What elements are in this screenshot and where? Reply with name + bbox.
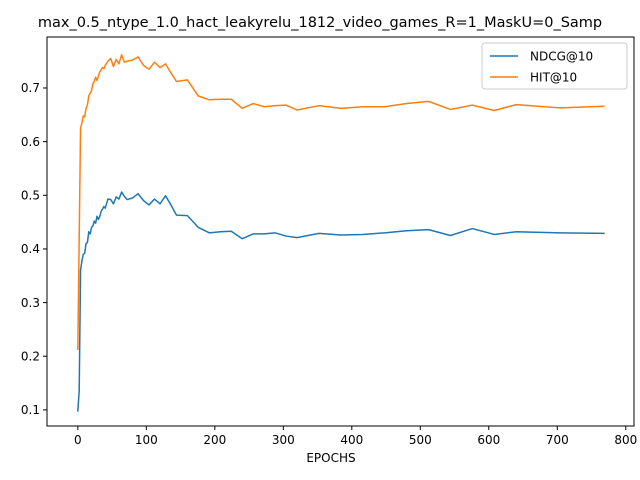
y-tick-label: 0.5	[21, 188, 40, 202]
y-tick-label: 0.2	[21, 349, 40, 363]
legend-box	[481, 42, 628, 90]
x-tick-label: 300	[272, 433, 295, 447]
plot-lines	[77, 53, 605, 412]
x-axis-label: EPOCHS	[306, 451, 355, 465]
chart-title: max_0.5_ntype_1.0_hact_leakyrelu_1812_vi…	[38, 15, 602, 31]
x-axis: 0 100 200 300 400 500 600 700 800	[74, 426, 637, 447]
y-tick-label: 0.7	[21, 81, 40, 95]
plot-area-frame	[46, 36, 635, 427]
x-tick-label: 800	[614, 433, 637, 447]
legend: NDCG@10 HIT@10	[481, 42, 628, 90]
series-line-hit-10	[77, 53, 605, 351]
y-axis: 0.1 0.2 0.3 0.4 0.5 0.6 0.7	[21, 81, 47, 417]
x-tick-label: 0	[74, 433, 82, 447]
x-tick-label: 600	[477, 433, 500, 447]
x-tick-label: 500	[409, 433, 432, 447]
x-tick-label: 700	[546, 433, 569, 447]
series-line-ndcg-10	[77, 191, 605, 412]
x-tick-label: 200	[203, 433, 226, 447]
x-tick-label: 400	[340, 433, 363, 447]
y-tick-label: 0.4	[21, 242, 40, 256]
x-tick-label: 100	[135, 433, 158, 447]
y-tick-label: 0.6	[21, 135, 40, 149]
legend-label-ndcg: NDCG@10	[530, 50, 593, 64]
y-tick-label: 0.3	[21, 296, 40, 310]
y-tick-label: 0.1	[21, 403, 40, 417]
legend-label-hit: HIT@10	[530, 71, 577, 85]
